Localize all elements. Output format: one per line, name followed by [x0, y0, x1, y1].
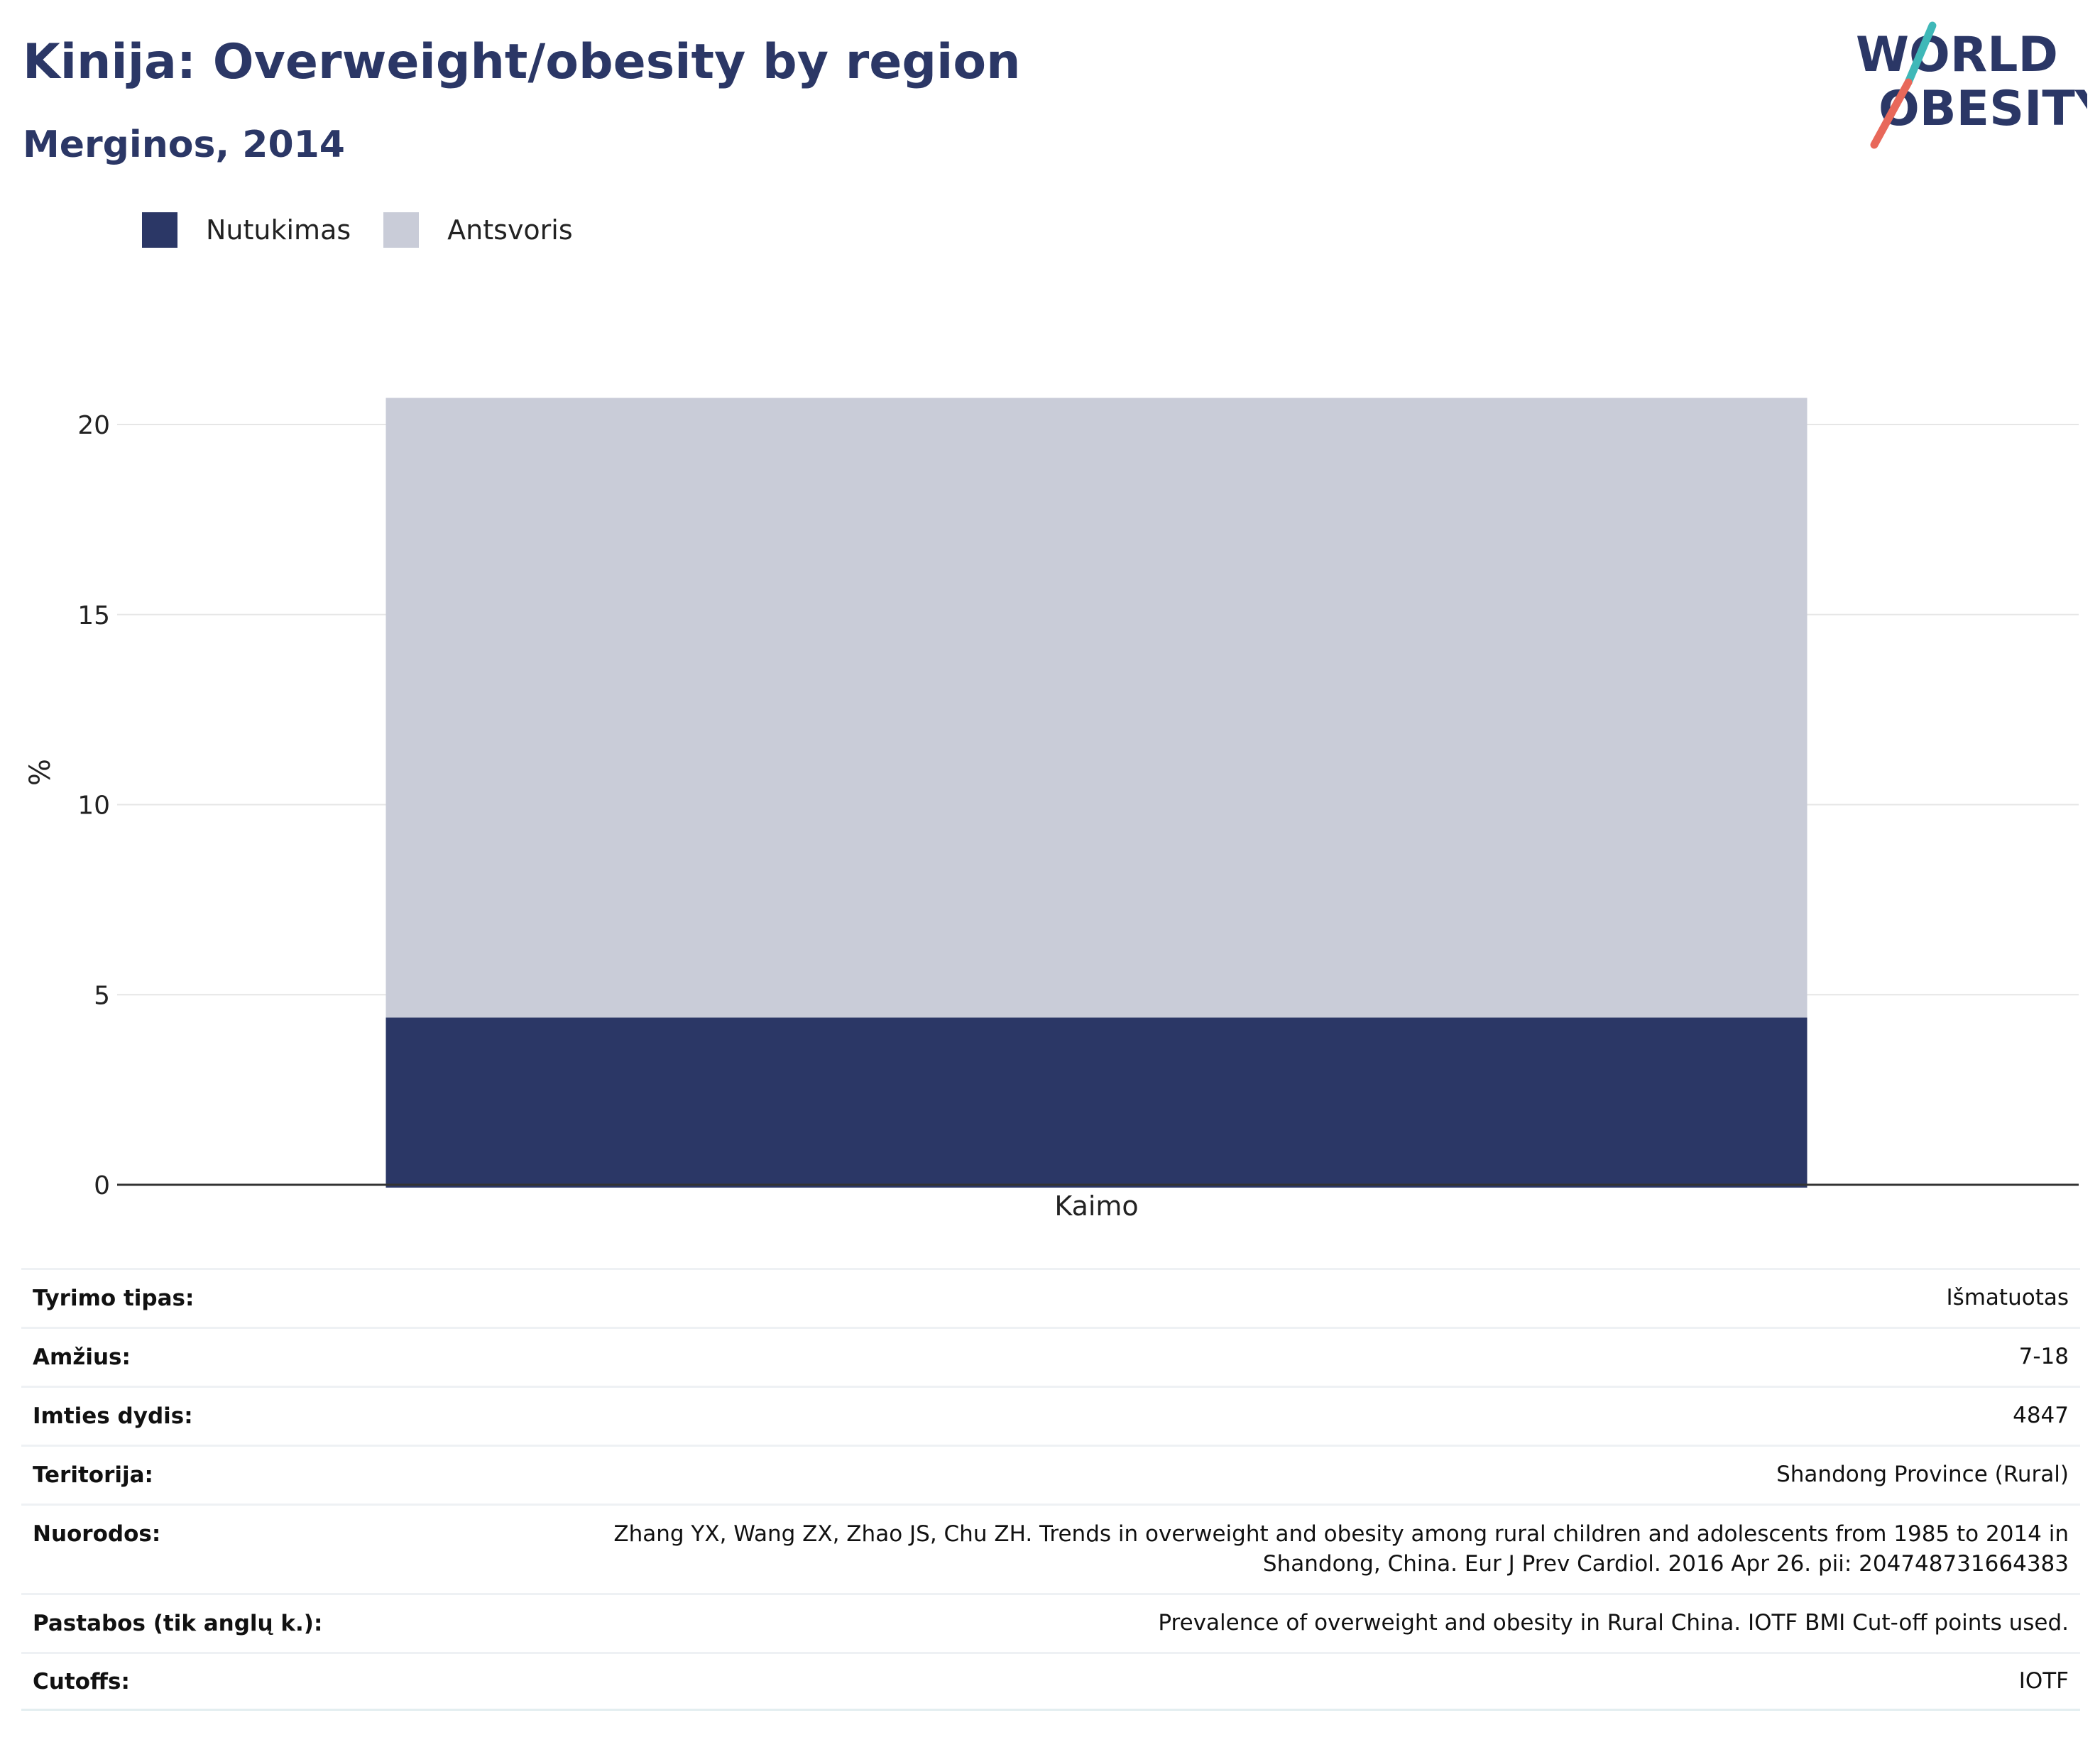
logo-line2: OBESITY — [1878, 81, 2087, 137]
meta-row-study-type: Tyrimo tipas: Išmatuotas — [21, 1268, 2080, 1327]
meta-value: Prevalence of overweight and obesity in … — [1158, 1610, 2069, 1636]
logo-line1: WORLD — [1856, 27, 2058, 83]
world-obesity-logo: WORLD OBESITY — [1856, 21, 2087, 149]
legend-swatch-obesity — [142, 212, 177, 248]
meta-value: Išmatuotas — [1946, 1285, 2069, 1311]
meta-row-territory: Teritorija: Shandong Province (Rural) — [21, 1445, 2080, 1504]
legend-item-overweight[interactable]: Antsvoris — [383, 212, 573, 248]
legend-swatch-overweight — [383, 212, 420, 248]
meta-value: 4847 — [2013, 1403, 2069, 1429]
y-tick-label: 15 — [77, 601, 110, 630]
meta-key: Amžius: — [33, 1345, 131, 1370]
meta-value: Zhang YX, Wang ZX, Zhao JS, Chu ZH. Tren… — [613, 1520, 2069, 1579]
chart-subtitle: Merginos, 2014 — [23, 124, 345, 166]
meta-value: Shandong Province (Rural) — [1776, 1462, 2069, 1488]
meta-value: IOTF — [2018, 1667, 2069, 1694]
bar-chart: 0 5 10 15 20% Kaimo — [24, 398, 2079, 1222]
chart-title: Kinija: Overweight/obesity by region — [23, 34, 1021, 90]
meta-key: Tyrimo tipas: — [33, 1286, 195, 1311]
metadata-table: Tyrimo tipas: Išmatuotas Amžius: 7-18 Im… — [21, 1268, 2080, 1711]
y-tick-label: 5 — [94, 981, 110, 1010]
logo-slash-top — [1904, 21, 1937, 87]
logo-slash-bottom — [1870, 78, 1913, 149]
y-axis-label: % — [24, 759, 57, 786]
meta-key: Imties dydis: — [33, 1403, 193, 1429]
bar-segment-overweight — [385, 398, 1808, 1018]
meta-value: 7-18 — [2018, 1344, 2069, 1370]
meta-key: Pastabos (tik anglų k.): — [33, 1611, 323, 1636]
y-tick-label: 0 — [94, 1171, 110, 1200]
legend-label-obesity: Nutukimas — [206, 214, 351, 246]
meta-row-notes: Pastabos (tik anglų k.): Prevalence of o… — [21, 1593, 2080, 1652]
chart-legend: Nutukimas Antsvoris — [142, 212, 606, 248]
y-tick-label: 10 — [77, 792, 110, 821]
meta-row-cutoffs: Cutoffs: IOTF — [21, 1652, 2080, 1711]
reference-line-1: Zhang YX, Wang ZX, Zhao JS, Chu ZH. Tren… — [613, 1521, 2069, 1547]
meta-row-sample-size: Imties dydis: 4847 — [21, 1386, 2080, 1445]
bar-segment-obesity — [385, 1017, 1808, 1188]
meta-row-age: Amžius: 7-18 — [21, 1327, 2080, 1386]
meta-key: Cutoffs: — [33, 1668, 130, 1694]
y-tick-label: 20 — [77, 411, 110, 440]
x-tick-label: Kaimo — [1054, 1190, 1138, 1222]
legend-item-obesity[interactable]: Nutukimas — [142, 212, 351, 248]
meta-row-references: Nuorodos: Zhang YX, Wang ZX, Zhao JS, Ch… — [21, 1504, 2080, 1593]
meta-key: Nuorodos: — [33, 1521, 161, 1547]
legend-label-overweight: Antsvoris — [447, 214, 573, 246]
reference-line-2: Shandong, China. Eur J Prev Cardiol. 201… — [1262, 1550, 2069, 1577]
meta-key: Teritorija: — [33, 1462, 153, 1488]
